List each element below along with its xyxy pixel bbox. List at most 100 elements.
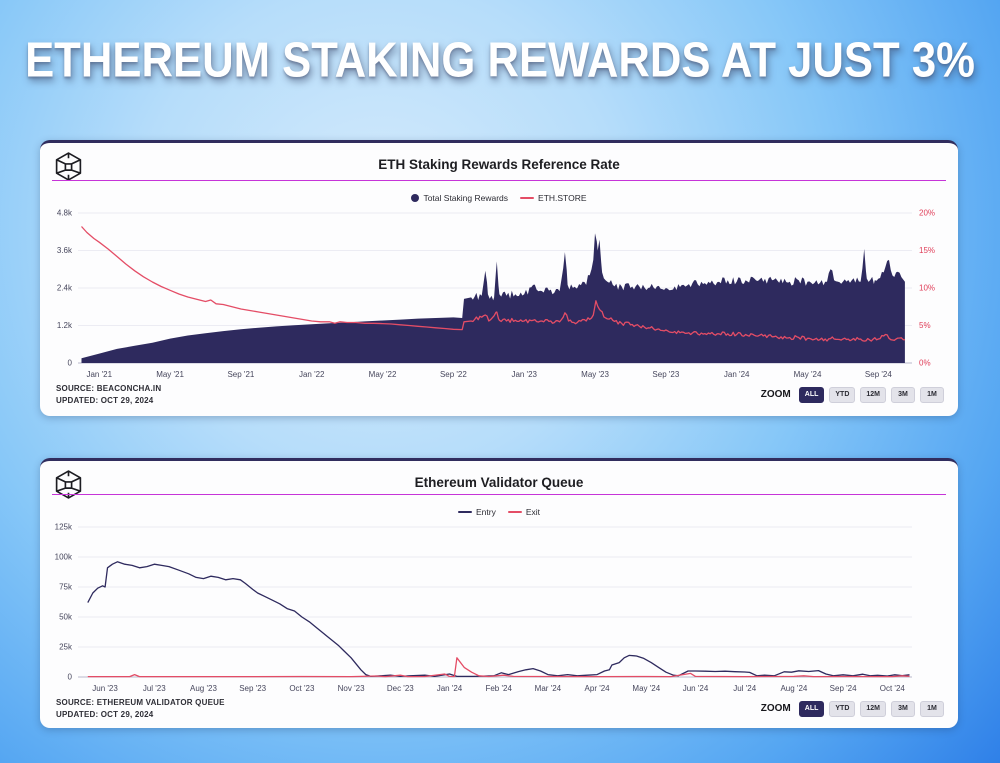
svg-text:Jul '23: Jul '23	[143, 684, 166, 693]
zoom-controls: ZOOM ALL YTD 12M 3M 1M	[760, 700, 944, 717]
legend-dot-swatch	[411, 194, 420, 202]
y-axis-right: 0% 5% 10% 15% 20%	[919, 209, 935, 368]
zoom-button-3m[interactable]: 3M	[891, 386, 915, 403]
series-entry	[87, 561, 910, 678]
source-note: SOURCE: ETHEREUM VALIDATOR QUEUE UPDATED…	[56, 697, 225, 720]
svg-text:Sep '22: Sep '22	[440, 370, 467, 379]
svg-text:4.8k: 4.8k	[57, 209, 73, 218]
svg-text:20%: 20%	[919, 209, 935, 218]
legend-label: ETH.STORE	[538, 193, 587, 203]
svg-text:Apr '24: Apr '24	[585, 684, 611, 693]
svg-text:Jan '22: Jan '22	[299, 370, 325, 379]
svg-text:2.4k: 2.4k	[57, 284, 73, 293]
y-axis-left: 0 25k 50k 75k 100k 125k	[55, 523, 73, 682]
svg-text:Jun '23: Jun '23	[92, 684, 118, 693]
source-line: SOURCE: ETHEREUM VALIDATOR QUEUE	[56, 698, 225, 707]
x-axis: Jan '21 May '21 Sep '21 Jan '22 May '22 Sep '…	[86, 370, 892, 379]
svg-text:125k: 125k	[55, 523, 73, 532]
series-eth-store	[81, 226, 905, 342]
legend-label: Total Staking Rewards	[423, 193, 509, 203]
svg-text:1.2k: 1.2k	[57, 321, 73, 330]
svg-text:May '21: May '21	[156, 370, 184, 379]
legend-label: Entry	[475, 507, 496, 517]
updated-line: UPDATED: OCT 29, 2024	[56, 709, 154, 719]
zoom-button-all[interactable]: ALL	[798, 700, 825, 717]
legend-item-exit[interactable]: Exit	[507, 507, 540, 517]
validator-queue-card: Ethereum Validator Queue Entry Exit 0 25k 5…	[40, 458, 958, 728]
svg-text:Jun '24: Jun '24	[683, 684, 709, 693]
updated-line: UPDATED: OCT 29, 2024	[56, 395, 154, 405]
legend-label: Exit	[525, 507, 540, 517]
svg-text:100k: 100k	[55, 553, 73, 562]
beaconchain-cube-icon	[55, 470, 82, 499]
source-note: SOURCE: BEACONCHA.IN UPDATED: OCT 29, 20…	[56, 383, 161, 406]
chart-legend: Total Staking Rewards ETH.STORE	[40, 193, 958, 203]
zoom-label: ZOOM	[760, 703, 791, 715]
svg-text:Aug '23: Aug '23	[190, 684, 217, 693]
x-axis: Jun '23 Jul '23 Aug '23 Sep '23 Oct '23 Nov '…	[92, 684, 905, 693]
svg-text:5%: 5%	[919, 321, 931, 330]
series-exit	[87, 657, 910, 678]
svg-text:Oct '24: Oct '24	[880, 684, 906, 693]
zoom-button-ytd[interactable]: YTD	[829, 386, 856, 403]
svg-text:3.6k: 3.6k	[57, 246, 73, 255]
legend-item-total-staking-rewards[interactable]: Total Staking Rewards	[411, 193, 508, 203]
gridlines	[78, 526, 912, 678]
zoom-button-3m[interactable]: 3M	[891, 700, 915, 717]
source-line: SOURCE: BEACONCHA.IN	[56, 384, 162, 393]
svg-text:Jul '24: Jul '24	[733, 684, 756, 693]
svg-text:Mar '24: Mar '24	[535, 684, 562, 693]
legend-item-entry[interactable]: Entry	[457, 507, 496, 517]
zoom-button-12m[interactable]: 12M	[860, 700, 886, 717]
svg-text:May '22: May '22	[369, 370, 397, 379]
chart-footer: SOURCE: ETHEREUM VALIDATOR QUEUE UPDATED…	[56, 697, 944, 720]
svg-text:Sep '24: Sep '24	[830, 684, 857, 693]
zoom-button-1m[interactable]: 1M	[920, 386, 944, 403]
zoom-button-1m[interactable]: 1M	[920, 700, 944, 717]
svg-text:May '23: May '23	[581, 370, 609, 379]
svg-text:May '24: May '24	[632, 684, 660, 693]
svg-text:Sep '24: Sep '24	[865, 370, 892, 379]
svg-text:75k: 75k	[59, 583, 73, 592]
svg-text:Jan '24: Jan '24	[437, 684, 463, 693]
chart-footer: SOURCE: BEACONCHA.IN UPDATED: OCT 29, 20…	[56, 383, 944, 406]
legend-line-swatch	[520, 196, 535, 200]
svg-text:0: 0	[68, 673, 73, 682]
series-total-staking-rewards	[81, 233, 905, 363]
legend-item-eth-store[interactable]: ETH.STORE	[520, 193, 587, 203]
legend-line-swatch	[457, 510, 472, 514]
legend-line-swatch	[507, 510, 522, 514]
svg-text:50k: 50k	[59, 613, 73, 622]
svg-text:Aug '24: Aug '24	[780, 684, 807, 693]
svg-text:25k: 25k	[59, 643, 73, 652]
svg-text:May '24: May '24	[794, 370, 822, 379]
magenta-divider	[52, 494, 946, 495]
chart-title: ETH Staking Rewards Reference Rate	[378, 157, 620, 172]
zoom-button-ytd[interactable]: YTD	[829, 700, 856, 717]
beaconchain-cube-icon	[55, 152, 82, 181]
zoom-button-12m[interactable]: 12M	[860, 386, 886, 403]
svg-text:Oct '23: Oct '23	[289, 684, 315, 693]
svg-text:15%: 15%	[919, 246, 935, 255]
svg-text:Sep '23: Sep '23	[239, 684, 266, 693]
svg-text:Nov '23: Nov '23	[338, 684, 365, 693]
svg-text:Dec '23: Dec '23	[387, 684, 414, 693]
staking-rewards-chart: 0 1.2k 2.4k 3.6k 4.8k 0% 5% 10% 15% 20% Jan '21 May…	[57, 209, 935, 380]
zoom-button-all[interactable]: ALL	[798, 386, 825, 403]
svg-text:0%: 0%	[919, 359, 931, 368]
y-axis-left: 0 1.2k 2.4k 3.6k 4.8k	[57, 209, 73, 368]
svg-text:10%: 10%	[919, 284, 935, 293]
zoom-label: ZOOM	[760, 389, 791, 401]
validator-queue-chart: 0 25k 50k 75k 100k 125k Jun '23 Jul '23 Aug '23 S…	[55, 523, 912, 693]
page-title: ETHEREUM STAKING REWARDS AT JUST 3%	[25, 31, 975, 88]
svg-text:0: 0	[68, 359, 73, 368]
staking-rewards-card: ETH Staking Rewards Reference Rate Total…	[40, 140, 958, 416]
chart-legend: Entry Exit	[40, 507, 958, 517]
svg-text:Feb '24: Feb '24	[485, 684, 512, 693]
svg-text:Jan '24: Jan '24	[724, 370, 750, 379]
svg-text:Jan '21: Jan '21	[86, 370, 112, 379]
svg-text:Jan '23: Jan '23	[511, 370, 537, 379]
svg-text:Sep '21: Sep '21	[227, 370, 254, 379]
svg-text:Sep '23: Sep '23	[652, 370, 679, 379]
magenta-divider	[52, 180, 946, 181]
